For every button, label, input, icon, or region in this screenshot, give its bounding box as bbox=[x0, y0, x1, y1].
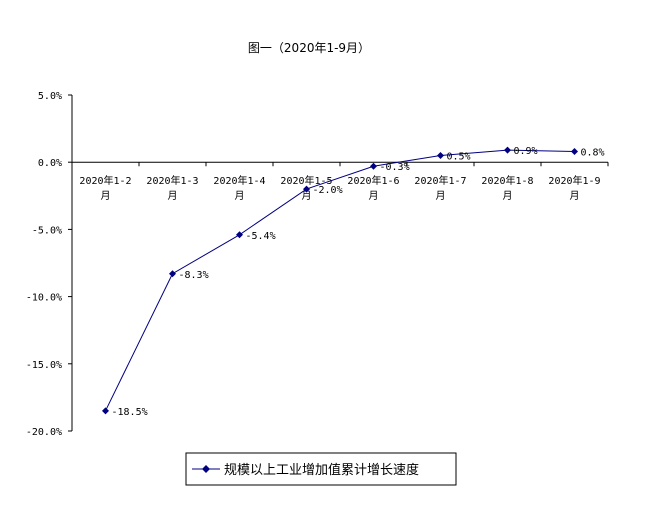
series-line bbox=[105, 149, 575, 412]
data-label: -2.0% bbox=[313, 185, 343, 196]
data-point bbox=[102, 407, 109, 415]
x-tick-label: 2020年1-2 月 bbox=[79, 174, 131, 202]
x-tick-label: 2020年1-5 月 bbox=[280, 174, 332, 202]
data-label: -0.3% bbox=[380, 162, 410, 173]
x-tick-label: 2020年1-6 月 bbox=[347, 174, 399, 202]
y-axis: 5.0% 0.0% -5.0% -10.0% -15.0% -20.0% bbox=[26, 91, 73, 438]
data-label: 0.8% bbox=[581, 147, 605, 158]
data-point bbox=[437, 151, 444, 159]
y-tick-label: -15.0% bbox=[26, 360, 62, 371]
data-point bbox=[504, 146, 511, 154]
y-tick-label: 5.0% bbox=[38, 91, 62, 102]
data-label: 0.9% bbox=[514, 146, 538, 157]
chart-title: 图一（2020年1-9月） bbox=[248, 41, 370, 55]
data-point bbox=[303, 185, 310, 193]
y-tick-label: -20.0% bbox=[26, 427, 62, 438]
legend-box bbox=[185, 452, 457, 486]
x-tick-label: 2020年1-8 月 bbox=[481, 174, 533, 202]
legend-marker-swatch bbox=[202, 465, 210, 473]
data-label: -8.3% bbox=[179, 270, 209, 281]
y-tick-label: -10.0% bbox=[26, 293, 62, 304]
legend: 规模以上工业增加值累计增长速度 bbox=[185, 452, 457, 486]
y-tick-label: -5.0% bbox=[32, 225, 62, 236]
x-tick-label: 2020年1-4 月 bbox=[213, 174, 265, 202]
series-group: -18.5% -8.3% -5.4% -2.0% -0.3% 0.5% 0.9% 0.8% bbox=[102, 146, 605, 418]
data-label: -5.4% bbox=[246, 231, 276, 242]
data-label: -18.5% bbox=[112, 407, 148, 418]
y-tick-label: 0.0% bbox=[38, 158, 62, 169]
x-tick-label: 2020年1-9 月 bbox=[548, 174, 600, 202]
data-point bbox=[571, 147, 578, 155]
data-point bbox=[370, 162, 377, 170]
legend-label: 规模以上工业增加值累计增长速度 bbox=[224, 462, 419, 478]
data-point bbox=[236, 231, 243, 239]
data-label: 0.5% bbox=[447, 151, 471, 162]
x-axis: 2020年1-2 月 2020年1-3 月 2020年1-4 月 2020年1-5 月 2020… bbox=[71, 161, 609, 202]
data-point bbox=[169, 270, 176, 278]
x-tick-label: 2020年1-7 月 bbox=[414, 174, 466, 202]
x-tick-label: 2020年1-3 月 bbox=[146, 174, 198, 202]
